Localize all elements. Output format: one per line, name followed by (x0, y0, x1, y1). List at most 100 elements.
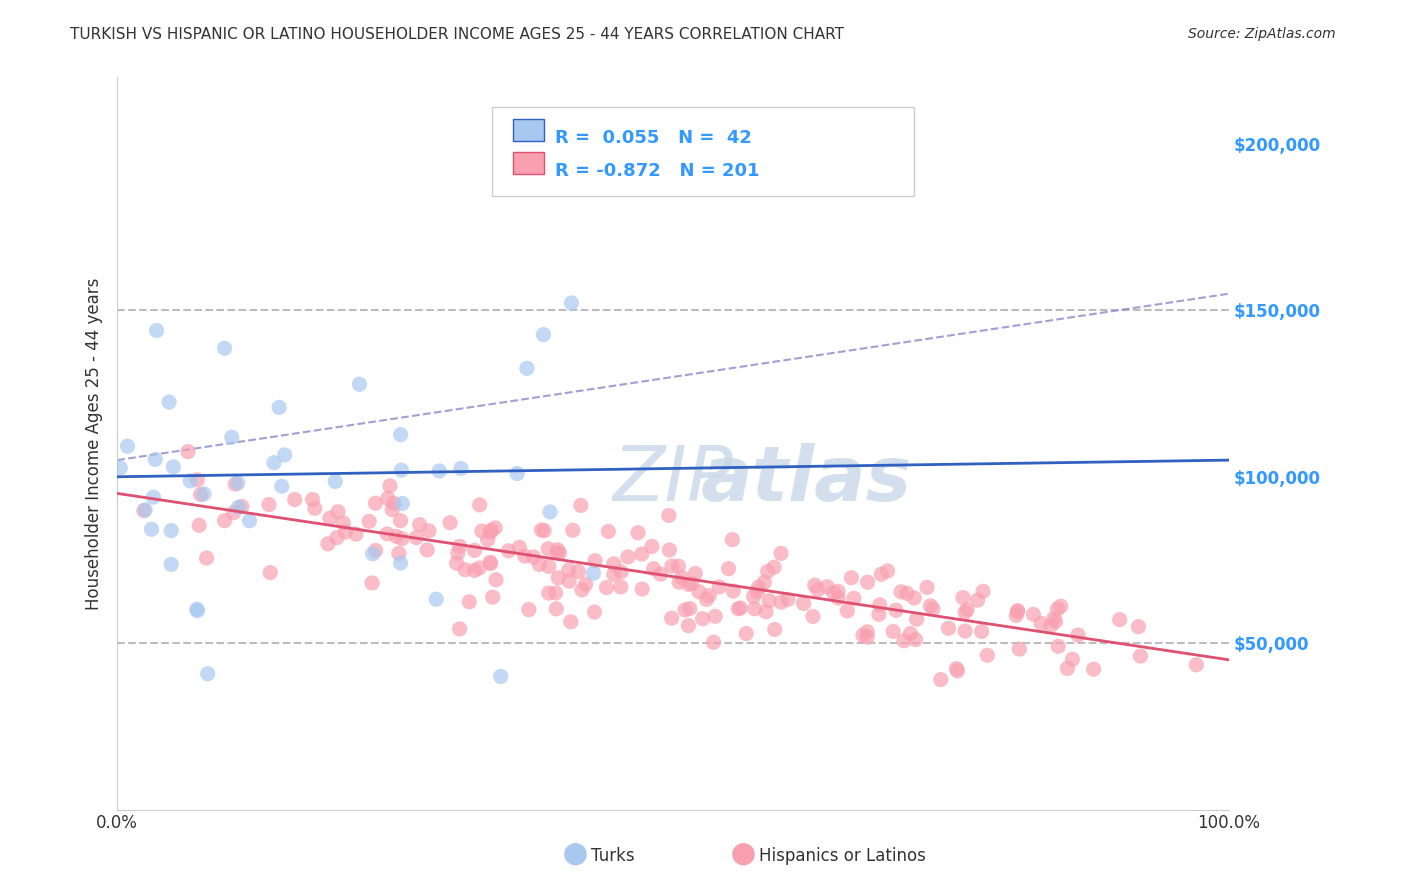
Text: Turks: Turks (591, 847, 634, 865)
Point (427, 464, 450, 478)
Point (807, 582, 830, 597)
Point (763, 560, 786, 574)
Point (464, 564, 486, 578)
Point (533, 524, 555, 538)
Point (929, 673, 952, 687)
Point (1047, 640, 1070, 654)
Point (915, 580, 938, 594)
Point (408, 517, 430, 532)
Point (447, 546, 470, 560)
Point (704, 609, 727, 624)
Point (893, 633, 915, 648)
Point (160, 558, 183, 572)
Point (1108, 613, 1130, 627)
Point (583, 605, 606, 619)
Point (692, 612, 714, 626)
Point (142, 490, 165, 504)
Point (179, 474, 201, 488)
Point (815, 580, 838, 594)
Point (610, 580, 633, 594)
Point (946, 664, 969, 678)
Point (231, 500, 253, 514)
Point (627, 525, 650, 540)
Point (464, 543, 486, 558)
Point (304, 501, 326, 516)
Point (259, 566, 281, 580)
Point (884, 603, 907, 617)
Point (630, 547, 652, 561)
Point (976, 648, 998, 663)
Point (479, 557, 502, 571)
Point (558, 574, 581, 589)
Point (770, 595, 793, 609)
Point (364, 496, 387, 510)
Point (537, 559, 560, 574)
Point (188, 518, 211, 533)
Point (827, 584, 849, 599)
Point (326, 531, 349, 545)
Point (870, 567, 893, 582)
Point (631, 582, 654, 596)
Point (856, 624, 879, 639)
Point (132, 503, 155, 517)
Point (449, 540, 471, 554)
Point (575, 577, 598, 591)
Point (696, 592, 718, 607)
Point (561, 523, 583, 537)
Point (547, 542, 569, 557)
Point (385, 529, 408, 543)
Point (681, 576, 703, 591)
Point (952, 591, 974, 605)
Point (197, 666, 219, 681)
Point (744, 601, 766, 615)
Point (195, 551, 218, 566)
Point (221, 430, 243, 444)
Point (479, 555, 502, 569)
Y-axis label: Householder Income Ages 25 - 44 years: Householder Income Ages 25 - 44 years (86, 277, 103, 609)
Point (966, 593, 988, 607)
Point (141, 522, 163, 536)
Point (852, 628, 875, 642)
Point (603, 557, 626, 571)
Point (389, 463, 412, 477)
Point (516, 361, 538, 376)
Point (449, 622, 471, 636)
Point (388, 546, 411, 560)
Point (378, 479, 401, 493)
Point (827, 591, 849, 605)
Point (273, 448, 295, 462)
Point (1022, 607, 1045, 622)
Point (517, 602, 540, 616)
Text: ZIP: ZIP (613, 443, 734, 517)
Point (316, 537, 339, 551)
Point (1008, 642, 1031, 657)
Point (145, 324, 167, 338)
Point (582, 566, 605, 581)
Point (177, 444, 200, 458)
Point (610, 565, 633, 579)
Point (391, 532, 413, 546)
Point (477, 533, 499, 547)
Point (776, 592, 799, 607)
Point (903, 591, 925, 605)
Text: ⬤: ⬤ (731, 843, 756, 865)
Point (1005, 608, 1028, 623)
Point (117, 439, 139, 453)
Point (186, 473, 208, 487)
Point (319, 511, 342, 525)
Point (458, 595, 481, 609)
Point (416, 543, 439, 558)
Point (498, 544, 520, 558)
Point (560, 615, 582, 629)
Point (364, 543, 387, 558)
Point (134, 503, 156, 517)
Point (361, 576, 384, 591)
Point (679, 601, 702, 615)
Point (533, 327, 555, 342)
Point (471, 524, 494, 538)
Point (193, 487, 215, 501)
Point (668, 575, 690, 590)
Point (270, 479, 292, 493)
Point (1083, 662, 1105, 676)
Point (479, 523, 502, 537)
